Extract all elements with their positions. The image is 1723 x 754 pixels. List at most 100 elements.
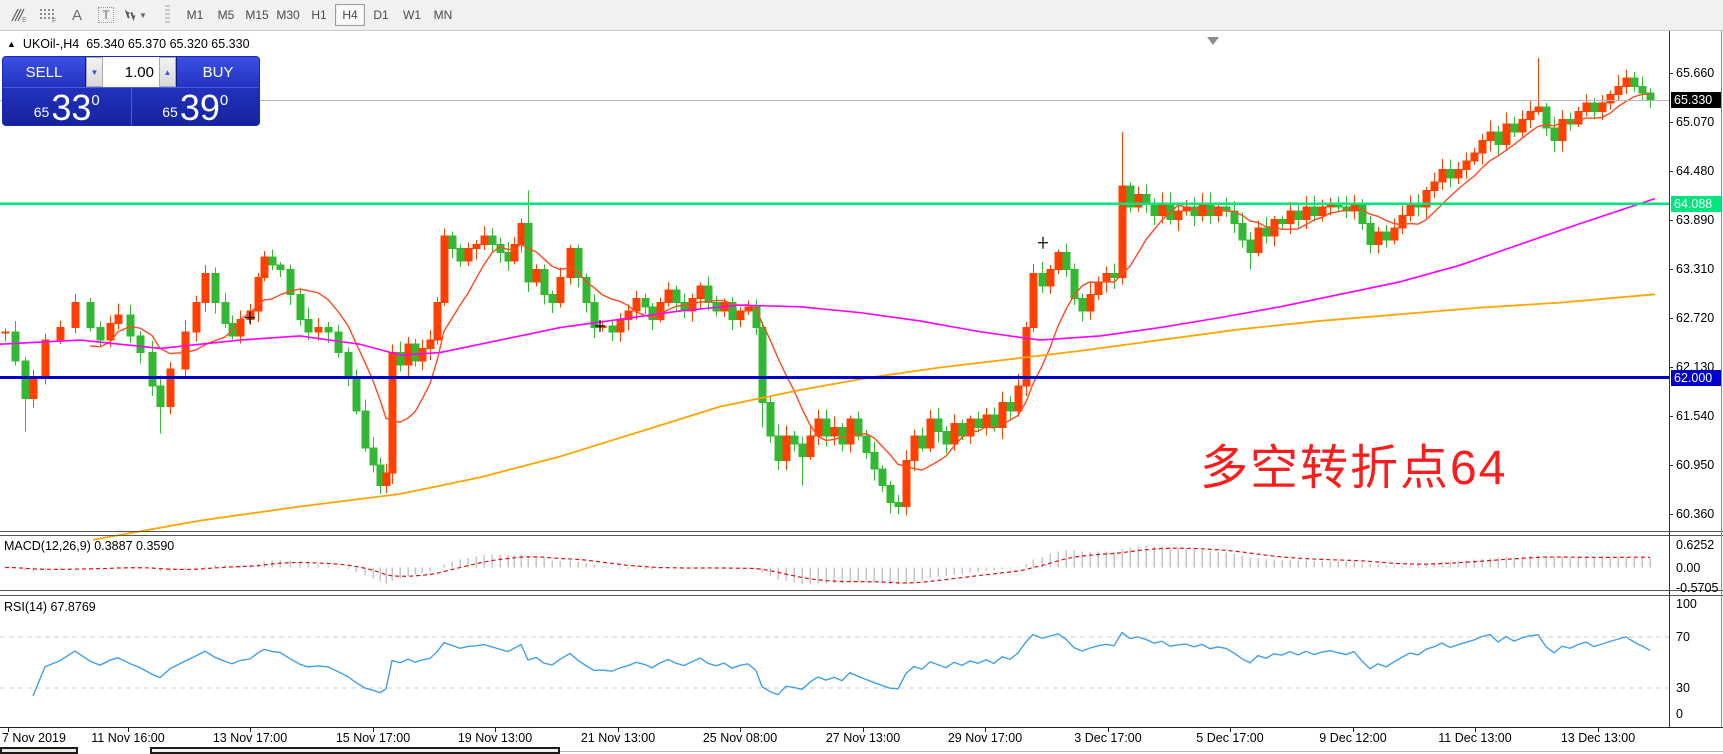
time-tick-mark	[1353, 728, 1354, 732]
time-tick-mark	[740, 728, 741, 732]
panel-separator[interactable]	[0, 535, 1723, 536]
time-label: 3 Dec 17:00	[1074, 731, 1142, 745]
indicators-icon[interactable]: E	[6, 3, 32, 27]
time-tick-mark	[985, 728, 986, 732]
tf-h4-active[interactable]: H4	[335, 4, 365, 26]
volume-up-button[interactable]: ▲	[159, 57, 176, 87]
buy-price[interactable]: 65 39 0	[132, 88, 260, 126]
time-tick-mark	[1108, 728, 1109, 732]
sell-price-prefix: 65	[33, 104, 50, 120]
panel-separator[interactable]	[0, 531, 1723, 532]
axis-tick-mark	[1669, 415, 1673, 417]
time-label: 13 Dec 13:00	[1560, 731, 1636, 745]
sell-price[interactable]: 65 33 0	[3, 87, 132, 126]
svg-text:F: F	[52, 18, 56, 23]
panel-separator[interactable]	[0, 590, 1723, 591]
bottom-window-fragments	[0, 747, 1723, 754]
time-label: 27 Nov 13:00	[825, 731, 901, 745]
tf-w1[interactable]: W1	[403, 8, 421, 22]
time-tick-mark	[128, 728, 129, 732]
indicator-axis-tick: 0.6252	[1676, 538, 1715, 553]
indicator-axis-tick: 0	[1676, 707, 1683, 721]
time-tick-mark	[8, 728, 9, 732]
price-tick: 60.950	[1676, 457, 1715, 472]
volume-down-button[interactable]: ▼	[86, 57, 103, 87]
tf-mn[interactable]: MN	[433, 8, 453, 22]
tf-m15[interactable]: M15	[245, 8, 269, 22]
blue-level-badge: 62.000	[1671, 369, 1721, 386]
rsi-label: RSI(14) 67.8769	[4, 600, 96, 614]
time-label: 13 Nov 17:00	[212, 731, 288, 745]
price-tick: 63.890	[1676, 213, 1715, 228]
text-label-icon[interactable]: A	[71, 6, 82, 24]
volume-input[interactable]: 1.00	[103, 57, 159, 87]
time-axis[interactable]: 7 Nov 2019 11 Nov 16:00 13 Nov 17:00 15 Nov…	[0, 727, 1723, 747]
time-label: 5 Dec 17:00	[1196, 731, 1264, 745]
axis-tick-mark	[1669, 317, 1673, 319]
time-tick-mark	[1475, 728, 1476, 732]
time-tick-mark	[1230, 728, 1231, 732]
chart-graphics	[0, 58, 1669, 697]
axis-tick-mark	[1669, 73, 1673, 74]
window-fragment	[150, 747, 560, 754]
time-label: 29 Nov 17:00	[947, 731, 1023, 745]
chart-surface[interactable]	[0, 31, 1723, 754]
window-right-border	[1721, 31, 1722, 754]
sell-price-main: 33	[51, 87, 92, 126]
axis-tick-mark	[1669, 366, 1673, 368]
tf-m5[interactable]: M5	[217, 8, 235, 22]
tf-h1[interactable]: H1	[311, 8, 327, 22]
time-tick-mark	[495, 728, 496, 732]
symbol-marker-icon: ▲	[7, 39, 16, 49]
indicator-axis-tick: 0.00	[1676, 560, 1701, 575]
ohlc-values: 65.340 65.370 65.320 65.330	[86, 37, 250, 51]
buy-price-pip: 0	[219, 92, 229, 109]
price-tick: 65.660	[1676, 66, 1715, 80]
indicator-axis-tick: 30	[1676, 681, 1690, 695]
axis-tick-mark	[1669, 513, 1673, 515]
panel-separator[interactable]	[0, 595, 1723, 596]
time-label: 9 Dec 12:00	[1319, 731, 1387, 745]
sell-price-pip: 0	[91, 92, 100, 109]
tf-m1[interactable]: M1	[186, 8, 204, 22]
tf-d1[interactable]: D1	[373, 8, 389, 22]
axis-tick-mark	[1669, 268, 1673, 270]
text-box-icon[interactable]: T	[93, 3, 119, 27]
time-label: 11 Nov 16:00	[91, 731, 165, 745]
order-markers	[245, 236, 1048, 332]
toolbar-grip	[165, 5, 170, 25]
time-tick-mark	[863, 728, 864, 732]
time-tick-mark	[250, 728, 251, 732]
chart-annotation-text: 多空转折点64	[1200, 442, 1508, 495]
time-tick-mark	[373, 728, 374, 732]
cursor-objects-icon[interactable]: ▼	[122, 3, 148, 27]
toolbar: E F A T ▼ M1 M5 M15 M30 H1 H4 D1 W1 MN	[0, 0, 1723, 31]
buy-price-prefix: 65	[162, 104, 178, 120]
time-label: 7 Nov 2019	[2, 731, 66, 745]
time-label: 25 Nov 08:00	[702, 731, 778, 745]
window-fragment	[0, 747, 78, 754]
grid-icon[interactable]: F	[35, 3, 61, 27]
axis-tick-mark	[1669, 171, 1673, 173]
price-tick: 62.720	[1676, 310, 1715, 325]
time-label: 15 Nov 17:00	[335, 731, 411, 745]
time-label: 21 Nov 13:00	[580, 731, 656, 745]
price-tick: 61.540	[1676, 408, 1715, 423]
price-tick: 64.480	[1676, 164, 1715, 179]
current-price-badge: 65.330	[1671, 92, 1721, 109]
green-level-badge: 64.088	[1671, 195, 1721, 212]
macd-histogram	[14, 546, 1651, 585]
indicator-axis-tick: 70	[1676, 630, 1690, 644]
indicator-axis-tick: 100	[1676, 597, 1697, 611]
macd-label: MACD(12,26,9) 0.3887 0.3590	[4, 539, 175, 553]
divider	[560, 751, 1723, 752]
symbol-period: UKOil-,H4	[22, 37, 80, 51]
sell-button[interactable]: SELL	[3, 57, 85, 87]
buy-button[interactable]: BUY	[177, 57, 259, 87]
time-label: 19 Nov 13:00	[457, 731, 533, 745]
svg-text:E: E	[22, 17, 27, 23]
chart-shift-marker-icon[interactable]	[1207, 37, 1219, 45]
tf-m30[interactable]: M30	[276, 8, 300, 22]
price-tick: 60.360	[1676, 506, 1715, 521]
